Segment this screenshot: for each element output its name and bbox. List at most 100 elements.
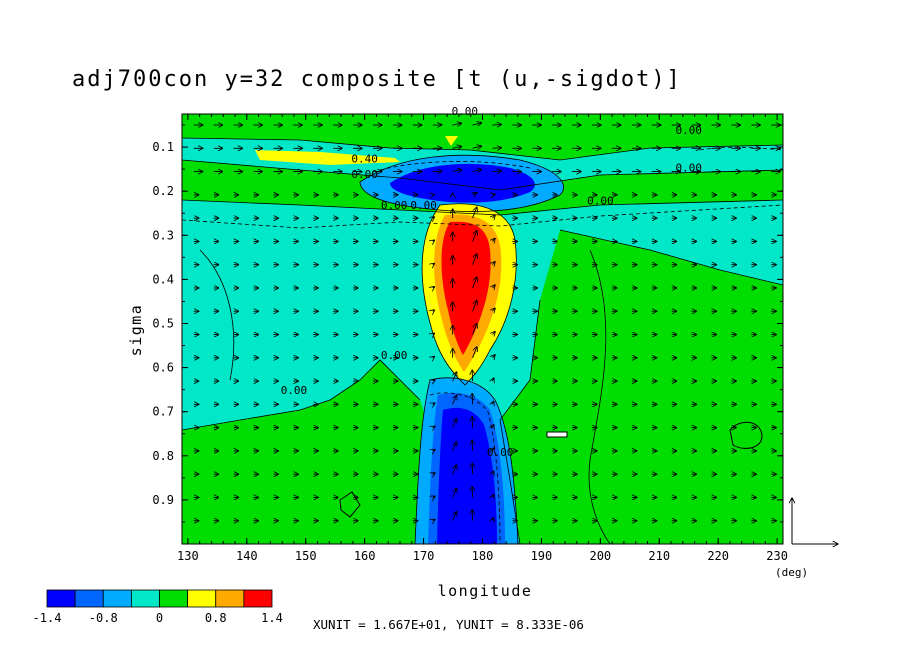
reference-vector (792, 498, 838, 544)
x-tick-label: 170 (413, 549, 435, 563)
wind-vector (472, 123, 482, 125)
x-tick-label: 210 (648, 549, 670, 563)
wind-vector (433, 450, 435, 451)
wind-vector (472, 300, 477, 312)
x-tick-label: 130 (177, 549, 199, 563)
wind-vector (492, 171, 501, 172)
wind-vector (492, 401, 493, 404)
wind-vector (433, 310, 435, 311)
wind-vector (452, 170, 462, 172)
contour-label: 0.00 (381, 199, 408, 212)
wind-vector (433, 217, 435, 218)
colorbar-swatch (187, 589, 217, 608)
negative-lower-core (437, 407, 497, 544)
x-tick-label: 150 (295, 549, 317, 563)
wind-vector (472, 277, 477, 289)
small-feature (729, 421, 763, 449)
wind-vector (492, 518, 493, 521)
small-feature (546, 431, 568, 438)
contour-label: 0.00 (675, 161, 702, 174)
contour-label: 0.00 (381, 349, 408, 362)
colorbar-tick-label: -0.8 (89, 611, 118, 625)
wind-vector (453, 512, 457, 521)
wind-vector (453, 395, 457, 405)
x-tick-label: 220 (707, 549, 729, 563)
wind-vector (433, 380, 435, 381)
colorbar (46, 589, 273, 608)
dashed-contours (182, 146, 783, 544)
unit-note: XUNIT = 1.667E+01, YUNIT = 8.333E-06 (313, 617, 584, 632)
contour-label: 0.00 (410, 199, 437, 212)
y-tick-label: 0.2 (152, 184, 174, 198)
contour-label: 0.40 (351, 153, 378, 166)
chart-title: adj700con y=32 composite [t (u,-sigdot)] (72, 67, 682, 92)
contour-label: 0.00 (487, 446, 514, 459)
colorbar-swatch (215, 589, 245, 608)
contour-label: 0.00 (452, 105, 479, 118)
y-tick-label: 0.6 (152, 361, 174, 375)
positive-upper-strip (255, 150, 400, 165)
y-tick-label: 0.4 (152, 272, 174, 286)
colorbar-tick-labels: -1.4 -0.8 0 0.8 1.4 (33, 611, 283, 625)
wind-vector (452, 123, 462, 125)
wind-vector (492, 148, 501, 149)
x-tick-label: 200 (589, 549, 611, 563)
wind-vector (452, 146, 462, 148)
y-tick-label: 0.5 (152, 316, 174, 330)
y-tick-label: 0.1 (152, 140, 174, 154)
wind-vector (472, 324, 477, 335)
wind-vector (472, 146, 482, 148)
contour-label: 0.00 (587, 194, 614, 207)
wind-vector (473, 193, 477, 195)
wind-vector (453, 418, 457, 428)
y-axis-label: sigma (127, 304, 145, 357)
wind-vector (433, 357, 435, 358)
colorbar-swatch (46, 589, 76, 608)
wind-vector (433, 403, 435, 404)
wind-vector (453, 372, 457, 382)
wind-vector (492, 471, 493, 474)
green-region-left-bottom (182, 360, 430, 544)
colorbar-tick-label: -1.4 (33, 611, 62, 625)
wind-vector (433, 333, 435, 334)
wind-vector (433, 287, 435, 288)
wind-vector (433, 426, 435, 427)
contour-label: 0.00 (675, 124, 702, 137)
y-axis-ticks: 0.1 0.2 0.3 0.4 0.5 0.6 0.7 0.8 0.9 (152, 124, 783, 523)
wind-vector (492, 262, 495, 265)
wind-vector (492, 425, 493, 428)
wind-vector (492, 285, 495, 288)
green-band-mid (182, 160, 783, 215)
colorbar-swatch (159, 589, 189, 608)
wind-vector (472, 207, 477, 219)
wind-vector (472, 254, 477, 265)
wind-vector (453, 488, 457, 498)
wind-vector (453, 442, 457, 452)
wind-vector (492, 308, 495, 311)
colorbar-tick-label: 0 (156, 611, 163, 625)
x-unit-label: (deg) (775, 566, 808, 579)
wind-vector (492, 124, 501, 125)
y-tick-label: 0.8 (152, 449, 174, 463)
contour-labels: 0.000.000.400.000.000.00 0.000.000.000.00… (281, 105, 702, 459)
wind-vector (433, 496, 435, 497)
x-tick-label: 140 (236, 549, 258, 563)
colorbar-swatch (130, 589, 160, 608)
small-feature (445, 136, 458, 146)
y-tick-label: 0.7 (152, 405, 174, 419)
wind-vector (472, 347, 477, 358)
x-tick-label: 190 (531, 549, 553, 563)
wind-vector (492, 494, 493, 497)
wind-vector (492, 355, 495, 358)
wind-vector (492, 238, 495, 241)
x-axis-label: longitude (438, 582, 533, 600)
wind-vector (433, 263, 435, 264)
wind-vector (433, 473, 435, 474)
wind-vector (433, 240, 435, 241)
x-tick-label: 180 (472, 549, 494, 563)
x-axis-ticks: 130 140 150 160 170 180 190 200 210 220 230 (177, 114, 788, 563)
wind-vector (492, 194, 495, 195)
wind-vector (453, 465, 457, 475)
colorbar-swatch (243, 589, 273, 608)
